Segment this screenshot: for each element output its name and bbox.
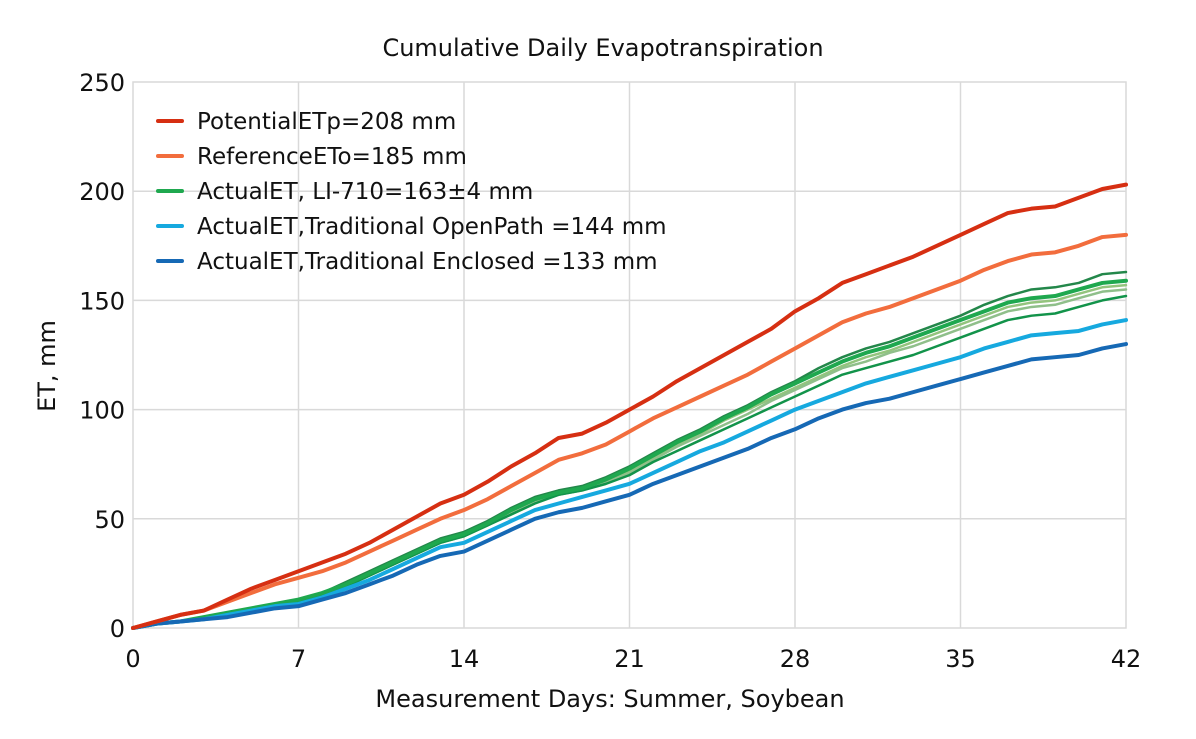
y-tick-label: 0	[110, 615, 125, 643]
y-tick-label: 150	[79, 287, 125, 315]
x-tick-label: 21	[614, 645, 645, 673]
x-tick-label: 0	[125, 645, 140, 673]
y-tick-label: 100	[79, 397, 125, 425]
potential-series-line	[131, 182, 1128, 630]
legend: PotentialETp=208 mm ReferenceETo=185 mm Ac…	[156, 109, 667, 275]
lines-layer	[131, 182, 1128, 630]
enclosed-legend-label: ActualET,Traditional Enclosed =133 mm	[197, 249, 658, 275]
licor-dark-lower-series-line	[131, 294, 1128, 630]
x-axis-label: Measurement Days: Summer, Soybean	[375, 685, 844, 713]
grid-layer	[132, 81, 1127, 629]
x-tick-label: 28	[780, 645, 811, 673]
chart-title: Cumulative Daily Evapotranspiration	[382, 34, 823, 62]
y-axis-label: ET, mm	[33, 320, 61, 412]
axes-layer: 0 7 14 21 28 35 42 0 50 100 150 200 250	[79, 69, 1141, 673]
x-tick-label: 14	[449, 645, 480, 673]
y-tick-label: 250	[79, 69, 125, 97]
y-tick-label: 200	[79, 178, 125, 206]
x-tick-label: 7	[291, 645, 306, 673]
y-tick-label: 50	[94, 506, 125, 534]
reference-series-line	[131, 232, 1128, 630]
potential-legend-label: PotentialETp=208 mm	[197, 109, 456, 135]
open-path-series-line	[131, 318, 1128, 630]
licor-series-line	[131, 278, 1128, 630]
reference-legend-label: ReferenceETo=185 mm	[197, 144, 467, 170]
open-path-legend-label: ActualET,Traditional OpenPath =144 mm	[197, 214, 667, 240]
x-tick-label: 42	[1111, 645, 1142, 673]
licor-legend-label: ActualET, LI-710=163±4 mm	[197, 179, 533, 205]
x-tick-label: 35	[945, 645, 976, 673]
enclosed-series-line	[131, 342, 1128, 630]
